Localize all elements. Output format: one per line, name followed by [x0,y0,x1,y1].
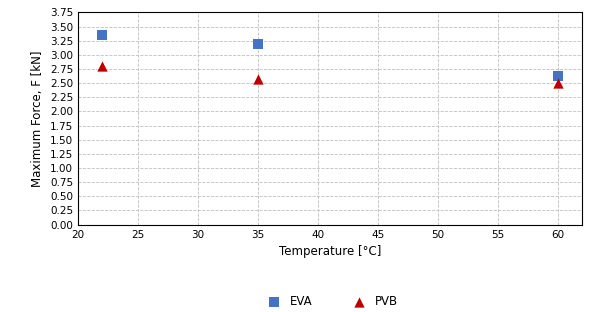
PVB [97,64,107,69]
PVB [553,81,563,86]
Legend: EVA, PVB: EVA, PVB [262,295,398,308]
EVA [553,73,563,78]
PVB [253,77,263,82]
EVA [253,41,263,46]
Y-axis label: Maximum Force, F [kN]: Maximum Force, F [kN] [31,50,44,187]
X-axis label: Temperature [°C]: Temperature [°C] [279,245,381,258]
EVA [97,33,107,38]
